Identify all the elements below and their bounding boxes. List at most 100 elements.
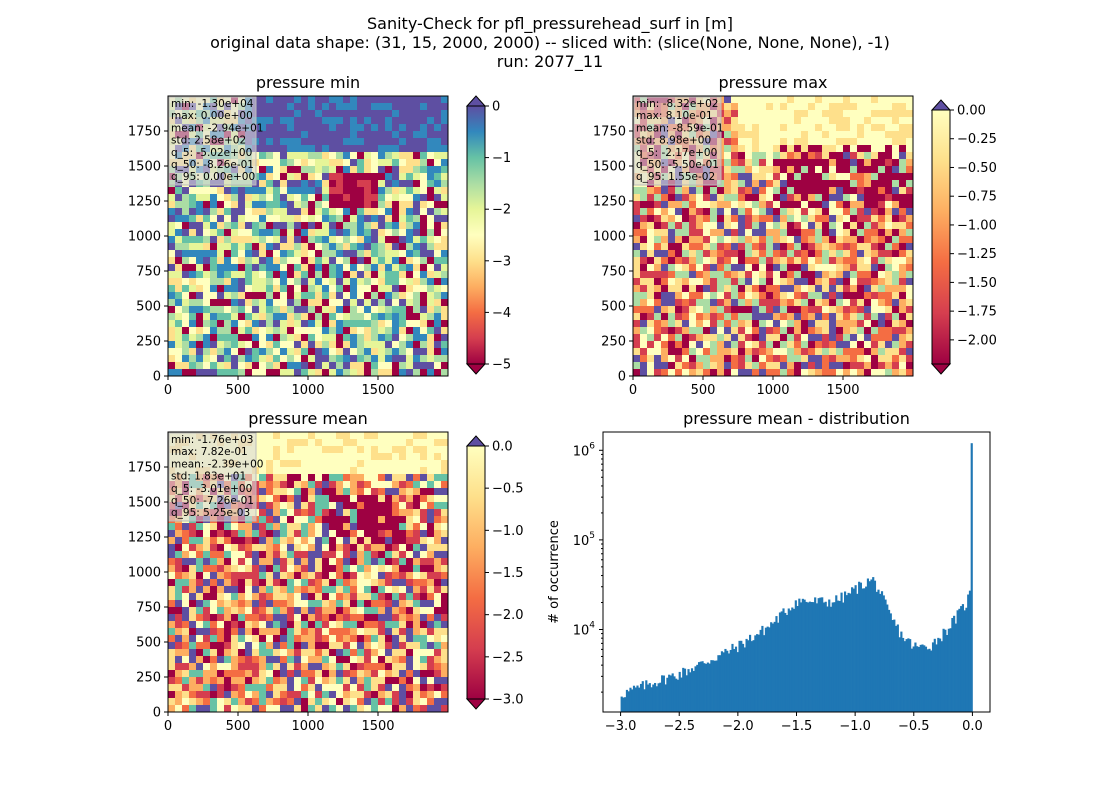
heatmap-cell: [675, 327, 683, 335]
heatmap-cell: [350, 306, 358, 314]
heatmap-cell: [336, 306, 344, 314]
heatmap-cell: [654, 334, 662, 342]
heatmap-cell: [392, 635, 400, 643]
heatmap-cell: [829, 334, 837, 342]
heatmap-cell: [273, 481, 281, 489]
heatmap-cell: [301, 264, 309, 272]
heatmap-cell: [301, 313, 309, 321]
heatmap-cell: [301, 103, 309, 111]
heatmap-cell: [224, 670, 232, 678]
heatmap-cell: [836, 208, 844, 216]
heatmap-cell: [427, 586, 435, 594]
heatmap-cell: [259, 439, 267, 447]
heatmap-cell: [238, 187, 246, 195]
heatmap-cell: [878, 278, 886, 286]
heatmap-cell: [780, 194, 788, 202]
heatmap-cell: [850, 229, 858, 237]
heatmap-cell: [857, 243, 865, 251]
heatmap-cell: [738, 285, 746, 293]
heatmap-cell: [336, 215, 344, 223]
heatmap-cell: [203, 635, 211, 643]
heatmap-cell: [434, 607, 442, 615]
heatmap-cell: [385, 600, 393, 608]
heatmap-cell: [371, 229, 379, 237]
heatmap-cell: [245, 257, 253, 265]
heatmap-cell: [301, 684, 309, 692]
heatmap-cell: [864, 215, 872, 223]
heatmap-cell: [640, 222, 648, 230]
heatmap-cell: [857, 194, 865, 202]
heatmap-cell: [273, 530, 281, 538]
heatmap-cell: [224, 607, 232, 615]
heatmap-cell: [371, 663, 379, 671]
heatmap-cell: [308, 201, 316, 209]
heatmap-cell: [364, 453, 372, 461]
heatmap-cell: [336, 313, 344, 321]
heatmap-cell: [245, 306, 253, 314]
heatmap-cell: [357, 278, 365, 286]
heatmap-cell: [773, 145, 781, 153]
heatmap-cell: [427, 460, 435, 468]
heatmap-cell: [406, 488, 414, 496]
heatmap-cell: [385, 250, 393, 258]
heatmap-cell: [392, 124, 400, 132]
heatmap-cell: [217, 299, 225, 307]
heatmap-cell: [378, 677, 386, 685]
heatmap-cell: [420, 257, 428, 265]
heatmap-cell: [231, 691, 239, 699]
heatmap-cell: [280, 649, 288, 657]
heatmap-cell: [878, 173, 886, 181]
heatmap-cell: [231, 222, 239, 230]
colorbar-tick-label: 0: [492, 100, 500, 115]
heatmap-cell: [427, 439, 435, 447]
heatmap-cell: [413, 292, 421, 300]
heatmap-cell: [245, 530, 253, 538]
heatmap-cell: [301, 635, 309, 643]
heatmap-cell: [210, 705, 218, 713]
heatmap-cell: [794, 187, 802, 195]
heatmap-cell: [294, 495, 302, 503]
heatmap-cell: [794, 138, 802, 146]
heatmap-cell: [308, 460, 316, 468]
heatmap-cell: [301, 243, 309, 251]
heatmap-cell: [878, 194, 886, 202]
heatmap-cell: [308, 474, 316, 482]
heatmap-cell: [850, 215, 858, 223]
heatmap-cell: [654, 194, 662, 202]
heatmap-cell: [815, 320, 823, 328]
heatmap-cell: [287, 691, 295, 699]
heatmap-cell: [210, 586, 218, 594]
heatmap-cell: [647, 299, 655, 307]
heatmap-cell: [371, 621, 379, 629]
heatmap-cell: [731, 131, 739, 139]
heatmap-cell: [182, 334, 190, 342]
heatmap-cell: [231, 341, 239, 349]
heatmap-cell: [378, 642, 386, 650]
heatmap-cell: [343, 600, 351, 608]
heatmap-cell: [787, 229, 795, 237]
heatmap-cell: [308, 236, 316, 244]
heatmap-cell: [864, 334, 872, 342]
heatmap-cell: [399, 642, 407, 650]
heatmap-cell: [371, 705, 379, 713]
heatmap-cell: [752, 341, 760, 349]
heatmap-cell: [224, 621, 232, 629]
heatmap-cell: [182, 320, 190, 328]
heatmap-cell: [329, 236, 337, 244]
heatmap-cell: [399, 481, 407, 489]
heatmap-cell: [322, 180, 330, 188]
heatmap-cell: [815, 194, 823, 202]
heatmap-cell: [308, 208, 316, 216]
heatmap-cell: [406, 474, 414, 482]
heatmap-cell: [434, 635, 442, 643]
heatmap-cell: [266, 313, 274, 321]
heatmap-cell: [857, 278, 865, 286]
panel-title: pressure mean: [248, 409, 368, 428]
histogram-bar: [631, 689, 634, 712]
heatmap-cell: [203, 565, 211, 573]
heatmap-cell: [350, 117, 358, 125]
heatmap-cell: [371, 222, 379, 230]
heatmap-cell: [245, 558, 253, 566]
